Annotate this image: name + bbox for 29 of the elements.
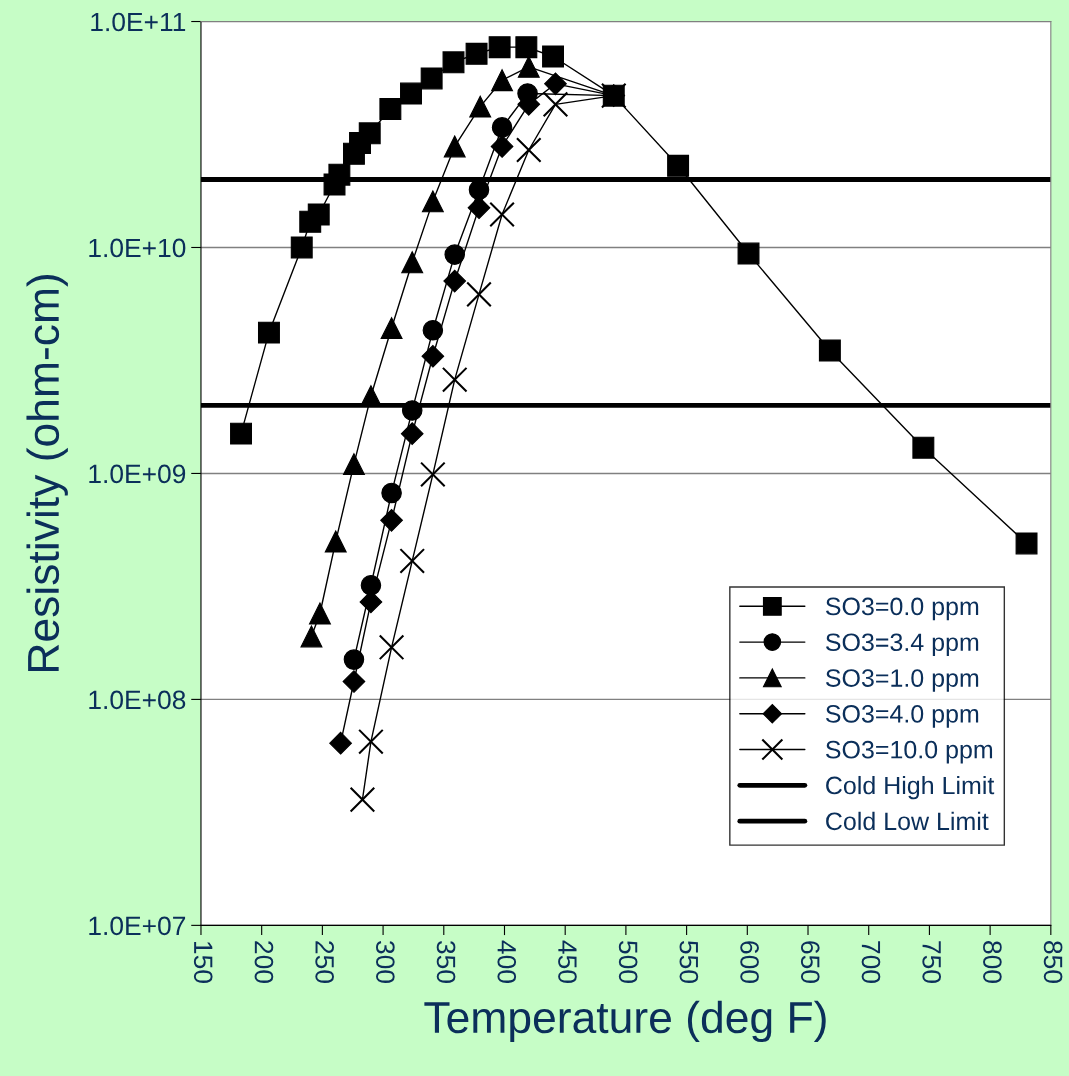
legend-label: SO3=3.4 ppm: [825, 633, 979, 657]
x-tick-label: 500: [618, 941, 638, 983]
x-tick-label: 350: [436, 940, 456, 983]
x-tick-label: 800: [983, 941, 1002, 983]
legend-label: SO3=4.0 ppm: [825, 705, 979, 728]
y-tick-label: 1.0E+09: [89, 464, 186, 484]
y-tick-label: 1.0E+10: [89, 238, 186, 258]
legend-label: SO3=10.0 ppm: [825, 740, 993, 764]
x-axis-title: Temperature (deg F): [424, 1000, 826, 1043]
y-tick-label: 1.0E+11: [91, 12, 186, 32]
x-tick-label: 650: [800, 941, 820, 983]
x-tick-label: 750: [922, 941, 942, 983]
x-tick-label: 450: [558, 940, 577, 983]
legend-label: Cold Low Limit: [826, 811, 989, 831]
x-tick-label: 850: [1043, 941, 1063, 983]
y-tick-label: 1.0E+07: [89, 916, 186, 936]
x-tick-label: 600: [740, 941, 759, 983]
legend-label: Cold High Limit: [826, 775, 995, 800]
y-tick-label: 1.0E+08: [89, 690, 186, 710]
y-axis-title: Resistivity (ohm-cm): [26, 274, 68, 672]
x-tick-label: 200: [254, 941, 274, 983]
x-tick-label: 250: [315, 941, 334, 983]
x-tick-label: 550: [679, 941, 699, 983]
legend-label: SO3=1.0 ppm: [825, 669, 979, 692]
x-tick-label: 400: [497, 940, 517, 983]
legend-label: SO3=0.0 ppm: [825, 597, 979, 621]
x-tick-label: 150: [193, 941, 213, 983]
x-tick-label: 300: [376, 940, 395, 983]
x-tick-label: 700: [861, 941, 881, 983]
